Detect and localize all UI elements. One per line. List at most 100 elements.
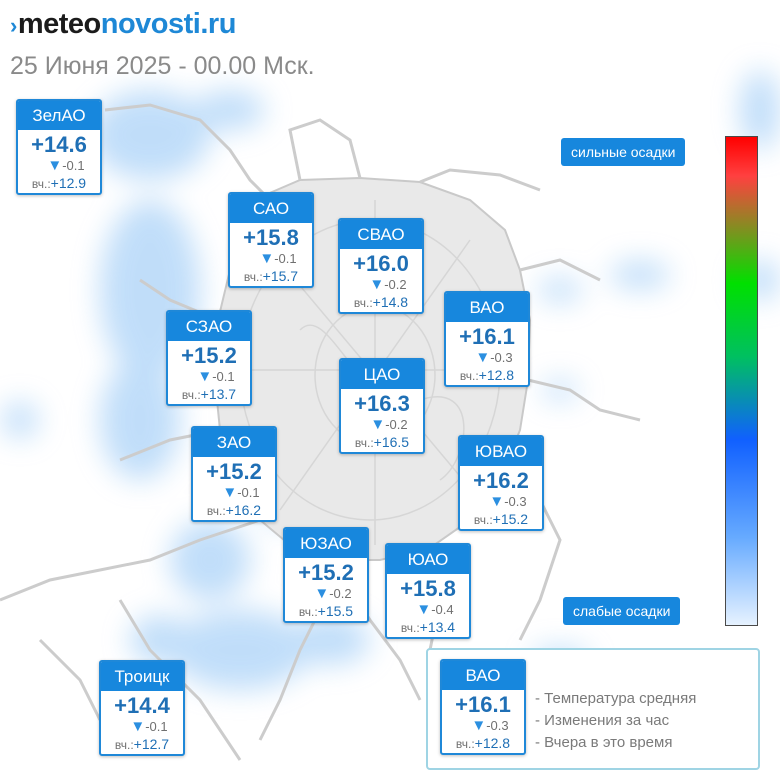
district-name: ВАО bbox=[442, 661, 524, 690]
yesterday-label: вч.: bbox=[459, 369, 479, 383]
district-name: ЮЗАО bbox=[285, 529, 367, 558]
down-triangle-icon: ▼ bbox=[471, 717, 487, 734]
district-name: ВАО bbox=[446, 293, 528, 322]
change-value: -0.2 bbox=[384, 277, 407, 292]
site-logo[interactable]: ›meteonovosti.ru bbox=[10, 8, 236, 41]
district-name: ЗАО bbox=[193, 428, 275, 457]
district-change: ▼-0.1 bbox=[18, 158, 100, 174]
district-change: ▼-0.2 bbox=[340, 277, 422, 293]
district-change: ▼-0.4 bbox=[387, 602, 469, 618]
district-change: ▼-0.3 bbox=[446, 350, 528, 366]
yesterday-value: +12.9 bbox=[50, 175, 87, 191]
change-value: -0.4 bbox=[431, 602, 454, 617]
district-yesterday: вч.:+14.8 bbox=[340, 293, 422, 312]
yesterday-label: вч.: bbox=[353, 296, 373, 310]
down-triangle-icon: ▼ bbox=[47, 157, 63, 174]
district-change: ▼-0.1 bbox=[168, 369, 250, 385]
down-triangle-icon: ▼ bbox=[475, 349, 491, 366]
district-card-yuvao[interactable]: ЮВАО +16.2 ▼-0.3 вч.:+15.2 bbox=[458, 435, 544, 531]
district-yesterday: вч.:+15.5 bbox=[285, 602, 367, 621]
yesterday-value: +15.2 bbox=[492, 511, 529, 527]
district-yesterday: вч.:+16.5 bbox=[341, 433, 423, 452]
district-yesterday: вч.:+13.4 bbox=[387, 618, 469, 637]
district-change: ▼-0.2 bbox=[285, 586, 367, 602]
district-card-vao[interactable]: ВАО +16.1 ▼-0.3 вч.:+12.8 bbox=[444, 291, 530, 387]
district-temperature: +16.1 bbox=[459, 324, 515, 349]
district-temperature: +15.8 bbox=[243, 225, 299, 250]
district-temperature: +16.0 bbox=[353, 251, 409, 276]
district-yesterday: вч.:+12.8 bbox=[446, 366, 528, 385]
district-temperature: +14.6 bbox=[31, 132, 87, 157]
down-triangle-icon: ▼ bbox=[197, 368, 213, 385]
change-value: -0.3 bbox=[486, 718, 509, 733]
yesterday-value: +15.7 bbox=[262, 268, 299, 284]
district-name: СВАО bbox=[340, 220, 422, 249]
yesterday-value: +14.8 bbox=[372, 294, 409, 310]
change-value: -0.1 bbox=[212, 369, 235, 384]
precipitation-scale-bar bbox=[725, 136, 758, 626]
district-card-zao[interactable]: ЗАО +15.2 ▼-0.1 вч.:+16.2 bbox=[191, 426, 277, 522]
yesterday-value: +13.4 bbox=[419, 619, 456, 635]
yesterday-label: вч.: bbox=[298, 605, 318, 619]
change-value: -0.1 bbox=[62, 158, 85, 173]
district-card-zelao[interactable]: ЗелАО +14.6 ▼-0.1 вч.:+12.9 bbox=[16, 99, 102, 195]
yesterday-label: вч.: bbox=[354, 436, 374, 450]
district-name: ЗелАО bbox=[18, 101, 100, 130]
yesterday-value: +12.8 bbox=[474, 735, 511, 751]
district-card-troitsk[interactable]: Троицк +14.4 ▼-0.1 вч.:+12.7 bbox=[99, 660, 185, 756]
scale-top-label: сильные осадки bbox=[561, 138, 686, 166]
district-name: ЮВАО bbox=[460, 437, 542, 466]
down-triangle-icon: ▼ bbox=[369, 276, 385, 293]
change-value: -0.1 bbox=[237, 485, 260, 500]
down-triangle-icon: ▼ bbox=[370, 416, 386, 433]
district-card-sao[interactable]: САО +15.8 ▼-0.1 вч.:+15.7 bbox=[228, 192, 314, 288]
legend-line-yesterday: - Вчера в это время bbox=[535, 734, 673, 751]
legend-line-hourly-change: - Изменения за час bbox=[535, 712, 670, 729]
change-value: -0.3 bbox=[504, 494, 527, 509]
yesterday-label: вч.: bbox=[243, 270, 263, 284]
district-card-yuao[interactable]: ЮАО +15.8 ▼-0.4 вч.:+13.4 bbox=[385, 543, 471, 639]
yesterday-label: вч.: bbox=[473, 513, 493, 527]
district-change: ▼-0.3 bbox=[442, 718, 524, 734]
district-card-tsao[interactable]: ЦАО +16.3 ▼-0.2 вч.:+16.5 bbox=[339, 358, 425, 454]
district-temperature: +15.8 bbox=[400, 576, 456, 601]
district-yesterday: вч.:+16.2 bbox=[193, 501, 275, 520]
district-yesterday: вч.:+12.7 bbox=[101, 735, 183, 754]
change-value: -0.1 bbox=[274, 251, 297, 266]
district-yesterday: вч.:+13.7 bbox=[168, 385, 250, 404]
yesterday-value: +16.2 bbox=[225, 502, 262, 518]
district-yesterday: вч.:+12.8 bbox=[442, 734, 524, 753]
district-temperature: +16.2 bbox=[473, 468, 529, 493]
district-card-svao[interactable]: СВАО +16.0 ▼-0.2 вч.:+14.8 bbox=[338, 218, 424, 314]
down-triangle-icon: ▼ bbox=[314, 585, 330, 602]
district-name: ЦАО bbox=[341, 360, 423, 389]
logo-text-part2: novosti.ru bbox=[100, 8, 237, 40]
yesterday-label: вч.: bbox=[206, 504, 226, 518]
district-change: ▼-0.1 bbox=[101, 719, 183, 735]
district-name: САО bbox=[230, 194, 312, 223]
district-change: ▼-0.2 bbox=[341, 417, 423, 433]
down-triangle-icon: ▼ bbox=[489, 493, 505, 510]
district-card-yuzao[interactable]: ЮЗАО +15.2 ▼-0.2 вч.:+15.5 bbox=[283, 527, 369, 623]
logo-text-part1: meteo bbox=[17, 8, 101, 40]
down-triangle-icon: ▼ bbox=[259, 250, 275, 267]
change-value: -0.2 bbox=[385, 417, 408, 432]
logo-arrow-icon: › bbox=[10, 13, 17, 38]
district-yesterday: вч.:+12.9 bbox=[18, 174, 100, 193]
yesterday-label: вч.: bbox=[181, 388, 201, 402]
change-value: -0.1 bbox=[145, 719, 168, 734]
district-card-szao[interactable]: СЗАО +15.2 ▼-0.1 вч.:+13.7 bbox=[166, 310, 252, 406]
district-yesterday: вч.:+15.7 bbox=[230, 267, 312, 286]
district-temperature: +15.2 bbox=[298, 560, 354, 585]
legend-sample-card: ВАО +16.1 ▼-0.3 вч.:+12.8 bbox=[440, 659, 526, 755]
down-triangle-icon: ▼ bbox=[222, 484, 238, 501]
down-triangle-icon: ▼ bbox=[416, 601, 432, 618]
district-name: ЮАО bbox=[387, 545, 469, 574]
district-change: ▼-0.3 bbox=[460, 494, 542, 510]
yesterday-label: вч.: bbox=[400, 621, 420, 635]
legend-line-average-temp: - Температура средняя bbox=[535, 690, 697, 707]
forecast-date: 25 Июня 2025 - 00.00 Мск. bbox=[10, 52, 315, 80]
district-temperature: +16.3 bbox=[354, 391, 410, 416]
change-value: -0.3 bbox=[490, 350, 513, 365]
yesterday-value: +13.7 bbox=[200, 386, 237, 402]
